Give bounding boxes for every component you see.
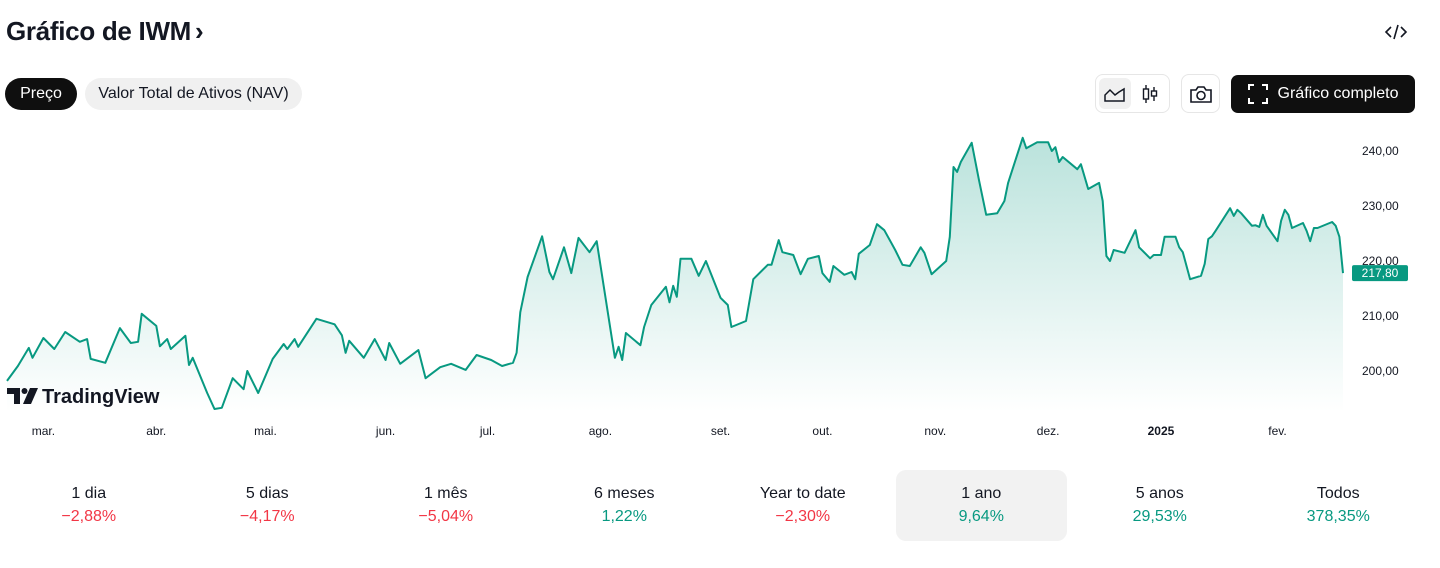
area-chart-icon — [1104, 87, 1125, 102]
period-1-dia[interactable]: 1 dia −2,88% — [3, 470, 175, 541]
series-line — [6, 136, 1344, 410]
period-change: −5,04% — [418, 508, 474, 525]
period-year-to-date[interactable]: Year to date −2,30% — [717, 470, 889, 541]
period-label: 5 anos — [1135, 485, 1184, 502]
price-chart[interactable]: 200,00 210,00 220,00 230,00 240,00 mar. abr. m… — [0, 120, 1440, 445]
period-change: 1,22% — [601, 508, 647, 525]
page-title[interactable]: Gráfico de IWM › — [6, 16, 204, 47]
x-tick-label: abr. — [146, 424, 166, 438]
y-tick-label: 210,00 — [1362, 309, 1399, 323]
period-label: Todos — [1316, 485, 1360, 502]
x-tick-label: mai. — [254, 424, 277, 438]
x-tick-label: dez. — [1037, 424, 1060, 438]
tab-nav[interactable]: Valor Total de Ativos (NAV) — [85, 78, 302, 110]
period-change: 378,35% — [1306, 508, 1370, 525]
period-1-mês[interactable]: 1 mês −5,04% — [360, 470, 532, 541]
last-price-box — [1352, 265, 1408, 282]
x-tick-label: nov. — [924, 424, 946, 438]
period-label: 1 mês — [423, 485, 468, 502]
area-chart-button[interactable] — [1099, 78, 1131, 109]
x-tick-label: out. — [812, 424, 832, 438]
period-1-ano[interactable]: 1 ano 9,64% — [895, 470, 1067, 541]
y-tick-label: 220,00 — [1362, 254, 1399, 268]
full-chart-label: Gráfico completo — [1277, 85, 1399, 102]
x-tick-label: ago. — [589, 424, 612, 438]
period-label: Year to date — [759, 485, 846, 502]
tab-price[interactable]: Preço — [5, 78, 77, 110]
last-price-tag: 217,80 — [1352, 265, 1408, 282]
x-tick-label: jul. — [479, 424, 495, 438]
candlestick-button[interactable] — [1135, 78, 1167, 109]
period-label: 6 meses — [594, 485, 655, 502]
period-selector: 1 dia −2,88% 5 dias −4,17% 1 mês −5,04% 6 mese… — [3, 470, 1424, 541]
chart-style-toggle — [1095, 74, 1170, 113]
period-change: −4,17% — [239, 508, 295, 525]
period-todos[interactable]: Todos 378,35% — [1253, 470, 1425, 541]
x-tick-label: set. — [711, 424, 730, 438]
period-6-meses[interactable]: 6 meses 1,22% — [539, 470, 711, 541]
period-label: 5 dias — [245, 485, 289, 502]
tab-price-label: Preço — [20, 85, 62, 102]
tradingview-logo-text: TradingView — [42, 386, 160, 408]
fullscreen-icon — [1247, 84, 1268, 104]
candlestick-icon — [1143, 84, 1158, 103]
snapshot-button[interactable] — [1181, 74, 1220, 113]
series-area — [7, 137, 1343, 413]
y-tick-label: 240,00 — [1362, 144, 1399, 158]
period-label: 1 dia — [71, 485, 107, 502]
period-5-anos[interactable]: 5 anos 29,53% — [1074, 470, 1246, 541]
x-tick-label: fev. — [1268, 424, 1286, 438]
page-title-text: Gráfico de IWM — [6, 16, 192, 46]
period-change: −2,30% — [775, 508, 831, 525]
code-icon[interactable] — [1384, 22, 1408, 42]
tab-nav-label: Valor Total de Ativos (NAV) — [98, 85, 289, 102]
full-chart-button[interactable]: Gráfico completo — [1231, 75, 1415, 113]
period-label: 1 ano — [961, 485, 1002, 502]
camera-icon — [1189, 85, 1212, 103]
chevron-right-icon: › — [195, 16, 204, 46]
last-price-label: 217,80 — [1362, 266, 1399, 280]
period-5-dias[interactable]: 5 dias −4,17% — [182, 470, 354, 541]
period-change: −2,88% — [61, 508, 117, 525]
x-tick-label: mar. — [32, 424, 55, 438]
y-tick-label: 200,00 — [1362, 364, 1399, 378]
tradingview-logo: TradingView — [7, 386, 160, 408]
x-tick-label: 2025 — [1148, 424, 1175, 438]
period-change: 9,64% — [958, 508, 1004, 525]
x-tick-label: jun. — [375, 424, 395, 438]
y-tick-label: 230,00 — [1362, 199, 1399, 213]
period-change: 29,53% — [1132, 508, 1187, 525]
